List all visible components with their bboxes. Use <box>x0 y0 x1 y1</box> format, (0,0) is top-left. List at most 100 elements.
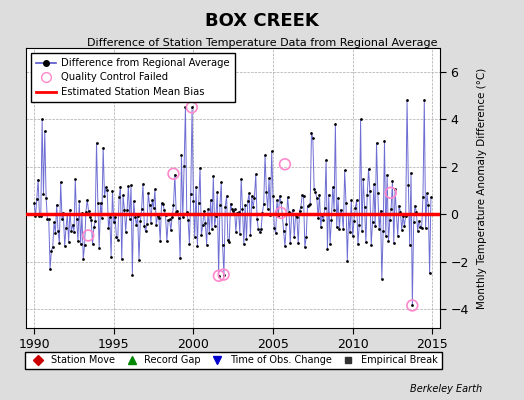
Point <box>82 209 90 215</box>
Point <box>311 189 320 196</box>
Point <box>420 97 429 104</box>
Point <box>144 190 152 196</box>
Point <box>112 234 121 240</box>
Point <box>84 208 93 214</box>
Point <box>187 191 195 197</box>
Point <box>319 217 328 223</box>
Point <box>221 203 230 210</box>
Point <box>270 225 279 231</box>
Point <box>266 212 275 218</box>
Point <box>127 182 135 189</box>
Point <box>321 204 329 211</box>
Point <box>96 200 105 206</box>
Point <box>234 209 243 215</box>
Point <box>107 254 115 260</box>
Point <box>196 165 204 171</box>
Point <box>392 211 401 217</box>
Point <box>74 238 82 244</box>
Point <box>162 238 171 244</box>
Point <box>135 256 143 263</box>
Point <box>140 223 148 229</box>
Point <box>188 104 196 110</box>
Point <box>184 216 192 223</box>
Point <box>279 228 288 235</box>
Point <box>366 188 374 194</box>
Point <box>214 272 223 279</box>
Point <box>143 221 151 227</box>
Point <box>283 194 292 200</box>
Point <box>299 192 308 199</box>
Point <box>304 202 313 208</box>
Point <box>37 213 45 219</box>
Point <box>318 212 326 218</box>
Point <box>169 170 178 177</box>
Point <box>97 214 106 221</box>
Point <box>415 218 423 224</box>
Point <box>117 256 126 262</box>
Point <box>386 217 394 224</box>
Point <box>173 208 182 214</box>
Text: BOX CREEK: BOX CREEK <box>205 12 319 30</box>
Point <box>344 211 353 217</box>
Point <box>217 179 225 186</box>
Point <box>293 214 301 221</box>
Point <box>239 241 248 248</box>
Point <box>309 135 317 141</box>
Point <box>212 213 220 220</box>
Point <box>408 302 417 309</box>
Point <box>412 208 421 215</box>
Point <box>326 241 334 247</box>
Point <box>335 226 344 232</box>
Point <box>419 194 427 200</box>
Point <box>257 226 265 233</box>
Point <box>249 204 257 210</box>
Point <box>193 243 202 249</box>
Point <box>273 197 281 203</box>
Point <box>189 198 198 204</box>
Point <box>91 218 100 224</box>
Point <box>78 210 86 216</box>
Point <box>60 243 69 249</box>
Point <box>331 121 340 127</box>
Point <box>281 161 289 168</box>
Point <box>146 202 154 208</box>
Point <box>384 238 392 244</box>
Point <box>100 193 108 200</box>
Point <box>57 179 65 185</box>
Point <box>54 228 62 235</box>
Legend: Station Move, Record Gap, Time of Obs. Change, Empirical Break: Station Move, Record Gap, Time of Obs. C… <box>25 352 442 369</box>
Point <box>32 196 41 202</box>
Point <box>347 197 355 204</box>
Point <box>376 208 385 214</box>
Point <box>407 170 415 176</box>
Point <box>348 232 357 239</box>
Point <box>123 207 131 214</box>
Point <box>261 152 269 158</box>
Point <box>241 202 249 208</box>
Point <box>379 228 387 234</box>
Point <box>358 228 366 234</box>
Point <box>148 197 157 203</box>
Point <box>49 244 57 250</box>
Point <box>167 227 175 233</box>
Point <box>364 166 373 172</box>
Point <box>169 202 178 209</box>
Point <box>265 175 273 182</box>
Point <box>375 226 384 233</box>
Point <box>172 208 180 215</box>
Point <box>225 239 233 246</box>
Point <box>220 272 228 278</box>
Point <box>102 184 110 191</box>
Point <box>94 200 102 206</box>
Point <box>290 234 299 240</box>
Point <box>246 232 255 238</box>
Point <box>116 183 125 190</box>
Point <box>87 217 95 223</box>
Point <box>185 240 193 247</box>
Point <box>399 213 407 219</box>
Point <box>40 128 49 134</box>
Point <box>282 221 290 228</box>
Point <box>409 218 418 225</box>
Point <box>233 210 242 216</box>
Point <box>46 266 54 272</box>
